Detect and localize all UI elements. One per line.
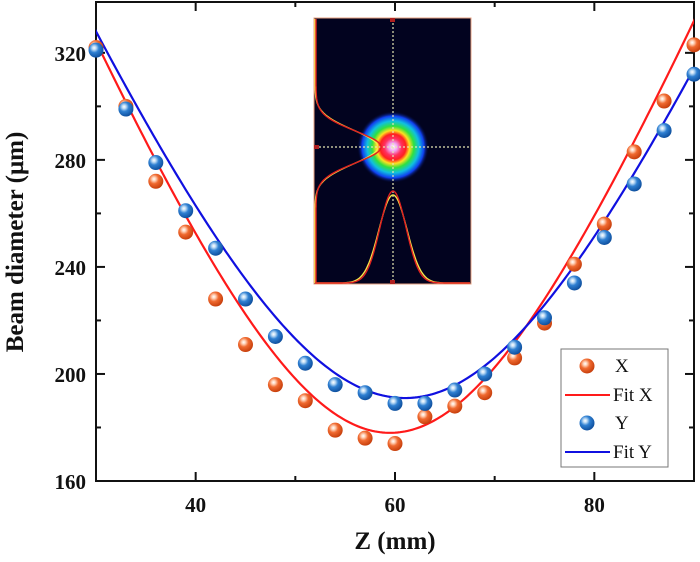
data-point-x	[208, 291, 224, 307]
data-point-x	[148, 173, 164, 189]
data-point-y	[477, 366, 493, 382]
data-point-x	[267, 377, 283, 393]
data-point-y	[537, 310, 552, 326]
legend: X Fit X Y Fit Y	[560, 348, 669, 468]
legend-label-y: Y	[615, 413, 629, 434]
data-point-y	[507, 339, 523, 355]
data-point-x	[626, 144, 642, 160]
y-axis-title: Beam diameter (μm)	[2, 132, 29, 353]
data-point-x	[596, 216, 612, 232]
data-point-y	[208, 240, 224, 256]
inset-marker-top	[390, 18, 395, 22]
inset-profile-horizontal-red	[315, 19, 382, 283]
data-point-x	[327, 422, 343, 438]
series-y-points	[88, 42, 700, 411]
x-tick-label: 40	[185, 493, 206, 517]
data-point-y	[566, 275, 582, 291]
y-tick-label: 160	[55, 470, 87, 494]
legend-box	[560, 348, 669, 468]
beam-profile-inset	[313, 17, 472, 285]
inset-profile-horizontal-yellow	[314, 19, 379, 283]
y-tick-label: 240	[55, 256, 87, 280]
y-tick-label: 280	[55, 149, 87, 173]
data-point-y	[267, 328, 283, 344]
data-point-y	[238, 291, 253, 307]
y-tick-label: 320	[55, 42, 87, 66]
data-point-y	[417, 395, 433, 411]
legend-label-fit-y: Fit Y	[613, 442, 652, 463]
data-point-x	[297, 393, 313, 409]
data-point-y	[148, 155, 164, 171]
x-axis-ticks	[194, 2, 596, 481]
data-point-y	[118, 101, 134, 117]
inset-profile-vertical-red	[315, 190, 470, 284]
data-point-x	[507, 350, 523, 366]
y-axis-ticks	[96, 51, 694, 482]
legend-label-x: X	[615, 356, 629, 377]
data-point-x	[238, 337, 253, 353]
data-point-y	[357, 385, 373, 401]
inset-marker-bottom	[390, 280, 395, 284]
data-point-y	[596, 229, 612, 245]
x-tick-label: 80	[584, 493, 605, 517]
data-point-y	[656, 122, 672, 138]
data-point-x	[477, 385, 493, 401]
data-point-x	[357, 430, 373, 446]
legend-marker-x	[579, 358, 595, 374]
data-point-y	[88, 42, 104, 58]
data-point-y	[327, 377, 343, 393]
data-point-y	[387, 395, 403, 411]
data-point-x	[566, 256, 582, 272]
y-tick-label: 200	[55, 363, 87, 387]
data-point-x	[417, 409, 433, 425]
data-point-y	[178, 203, 194, 219]
data-point-y	[297, 355, 313, 371]
data-point-x	[447, 398, 463, 414]
legend-label-fit-x: Fit X	[613, 385, 653, 406]
data-point-x	[686, 37, 700, 53]
x-axis-tick-labels: 40 60 80	[185, 493, 605, 517]
data-point-y	[447, 382, 463, 398]
data-point-y	[686, 66, 700, 82]
fit-x-curve	[96, 18, 694, 434]
data-point-x	[387, 436, 403, 452]
x-tick-label: 60	[385, 493, 406, 517]
y-axis-tick-labels: 160 200 240 280 320	[55, 42, 87, 494]
data-point-y	[626, 176, 642, 192]
inset-marker-left	[314, 145, 319, 149]
data-point-x	[178, 224, 194, 240]
data-point-x	[656, 93, 672, 109]
legend-marker-y	[579, 415, 595, 431]
x-axis-title: Z (mm)	[354, 528, 435, 555]
